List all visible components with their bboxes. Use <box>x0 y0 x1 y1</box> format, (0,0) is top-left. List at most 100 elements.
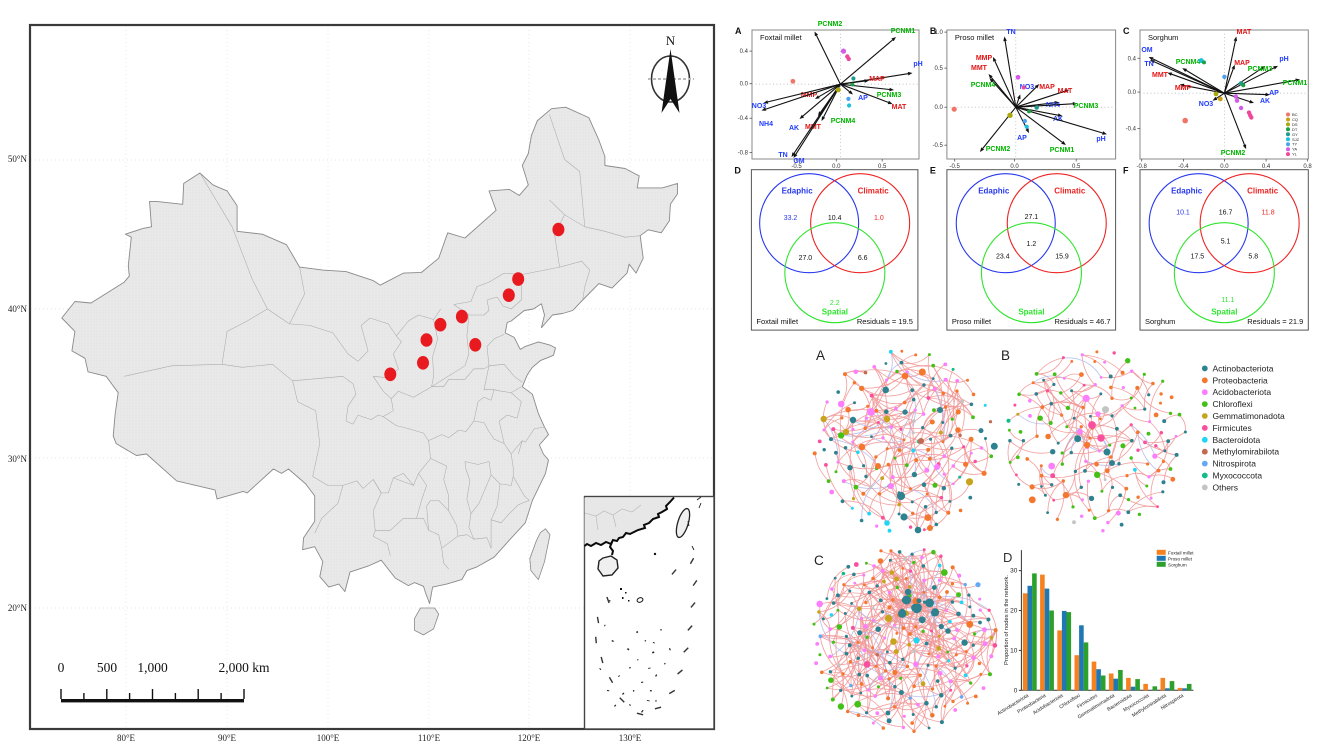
svg-text:YL: YL <box>1292 152 1298 157</box>
svg-text:AP: AP <box>1269 90 1279 97</box>
svg-text:0.0: 0.0 <box>1010 164 1019 170</box>
svg-text:MMT: MMT <box>1152 72 1169 79</box>
svg-text:27.0: 27.0 <box>799 255 813 262</box>
svg-text:MAP: MAP <box>1234 60 1250 67</box>
svg-text:Proportion of nodes in the net: Proportion of nodes in the network. <box>1004 575 1010 665</box>
svg-text:-0.5: -0.5 <box>950 164 961 170</box>
svg-text:Edaphic: Edaphic <box>1171 187 1203 196</box>
svg-text:D: D <box>734 166 741 176</box>
svg-text:PCNM3: PCNM3 <box>1248 66 1273 73</box>
svg-text:pH: pH <box>1279 56 1288 63</box>
svg-text:Chloroflexi: Chloroflexi <box>1213 399 1253 409</box>
svg-text:120°E: 120°E <box>518 733 541 743</box>
svg-text:0.4: 0.4 <box>740 49 749 55</box>
svg-text:F: F <box>1123 166 1129 176</box>
svg-text:Proso millet: Proso millet <box>955 33 995 42</box>
svg-text:pH: pH <box>1096 136 1105 143</box>
svg-text:30: 30 <box>1010 568 1018 575</box>
svg-text:DT: DT <box>1292 127 1298 132</box>
svg-text:Sorghum: Sorghum <box>1148 33 1178 42</box>
svg-text:Climatic: Climatic <box>1247 187 1279 196</box>
svg-text:N: N <box>666 33 676 48</box>
svg-text:PCNM3: PCNM3 <box>877 92 902 99</box>
svg-text:-0.8: -0.8 <box>738 150 749 156</box>
svg-text:16.7: 16.7 <box>1219 210 1233 217</box>
svg-text:PCNM4: PCNM4 <box>971 82 996 89</box>
svg-text:Sorghum: Sorghum <box>1145 317 1175 326</box>
svg-text:MAP: MAP <box>1039 84 1055 91</box>
svg-text:Spatial: Spatial <box>822 308 848 317</box>
svg-text:0.5: 0.5 <box>1072 164 1081 170</box>
svg-text:MAP: MAP <box>869 76 885 83</box>
svg-text:TY: TY <box>1292 142 1297 147</box>
svg-text:33.2: 33.2 <box>784 215 798 222</box>
svg-text:-0.4: -0.4 <box>1178 164 1189 170</box>
svg-text:PCNM2: PCNM2 <box>986 146 1011 153</box>
svg-text:2,000 km: 2,000 km <box>218 660 270 675</box>
svg-text:TN: TN <box>778 152 787 159</box>
svg-text:30°N: 30°N <box>8 454 28 464</box>
svg-text:MMP: MMP <box>1175 85 1192 92</box>
svg-text:500: 500 <box>97 660 118 675</box>
svg-text:MAT: MAT <box>1237 29 1252 36</box>
svg-text:Residuals = 46.7: Residuals = 46.7 <box>1055 317 1111 326</box>
svg-text:Foxtail millet: Foxtail millet <box>1168 551 1194 556</box>
svg-text:1.2: 1.2 <box>1027 241 1037 248</box>
svg-text:PCNM1: PCNM1 <box>1283 80 1308 87</box>
svg-text:0: 0 <box>58 660 65 675</box>
svg-text:NO3: NO3 <box>1020 84 1035 91</box>
svg-text:PCNM1: PCNM1 <box>1050 147 1075 154</box>
svg-text:SJZ: SJZ <box>1292 137 1300 142</box>
svg-text:NO3: NO3 <box>752 103 767 110</box>
svg-text:0.0: 0.0 <box>740 82 749 88</box>
svg-text:AP: AP <box>858 95 868 102</box>
svg-text:AP: AP <box>1017 135 1027 142</box>
svg-text:E: E <box>930 166 936 176</box>
svg-text:5.1: 5.1 <box>1221 239 1231 246</box>
svg-text:OM: OM <box>793 158 804 165</box>
svg-text:Residuals = 21.9: Residuals = 21.9 <box>1247 317 1303 326</box>
svg-text:Myxococcota: Myxococcota <box>1213 471 1263 481</box>
svg-text:20: 20 <box>1010 608 1018 615</box>
svg-text:Methylomirabilota: Methylomirabilota <box>1213 447 1280 457</box>
svg-text:-0.8: -0.8 <box>1137 164 1148 170</box>
svg-text:10.4: 10.4 <box>828 215 842 222</box>
svg-text:YA: YA <box>1292 147 1297 152</box>
svg-text:C: C <box>1123 26 1130 36</box>
svg-text:MMP: MMP <box>801 92 818 99</box>
svg-text:11.1: 11.1 <box>1221 297 1234 304</box>
svg-text:Firmicutes: Firmicutes <box>1213 423 1252 433</box>
svg-text:B: B <box>930 26 937 36</box>
svg-text:D: D <box>1003 550 1012 565</box>
svg-text:Acidobacteriota: Acidobacteriota <box>1213 387 1272 397</box>
svg-text:50°N: 50°N <box>8 154 28 164</box>
svg-text:80°E: 80°E <box>117 733 136 743</box>
svg-text:1.0: 1.0 <box>874 215 884 222</box>
svg-text:Edaphic: Edaphic <box>782 187 814 196</box>
svg-text:0.5: 0.5 <box>878 164 887 170</box>
svg-text:AK: AK <box>1260 98 1270 105</box>
svg-text:0.0: 0.0 <box>1128 90 1137 96</box>
svg-text:0.5: 0.5 <box>935 66 944 72</box>
svg-text:PCNM4: PCNM4 <box>831 118 856 125</box>
svg-text:-0.4: -0.4 <box>738 116 749 122</box>
svg-text:0.0: 0.0 <box>1220 164 1229 170</box>
svg-text:Spatial: Spatial <box>1211 308 1237 317</box>
svg-text:AK: AK <box>789 125 799 132</box>
svg-text:TN: TN <box>1006 29 1015 36</box>
svg-text:Sorghum: Sorghum <box>1168 563 1187 568</box>
svg-text:NH4: NH4 <box>759 121 773 128</box>
svg-text:15.9: 15.9 <box>1055 254 1069 261</box>
svg-text:0.8: 0.8 <box>1303 164 1312 170</box>
svg-text:100°E: 100°E <box>317 733 340 743</box>
svg-text:23.4: 23.4 <box>996 254 1010 261</box>
svg-text:OM: OM <box>1141 47 1152 54</box>
svg-text:130°E: 130°E <box>619 733 642 743</box>
svg-text:-0.5: -0.5 <box>933 143 944 149</box>
svg-text:Residuals = 19.5: Residuals = 19.5 <box>857 317 913 326</box>
svg-text:MAT: MAT <box>1058 88 1073 95</box>
svg-text:Spatial: Spatial <box>1018 308 1044 317</box>
svg-text:TN: TN <box>1144 61 1153 68</box>
svg-text:40°N: 40°N <box>8 304 28 314</box>
svg-text:BC: BC <box>1292 112 1298 117</box>
